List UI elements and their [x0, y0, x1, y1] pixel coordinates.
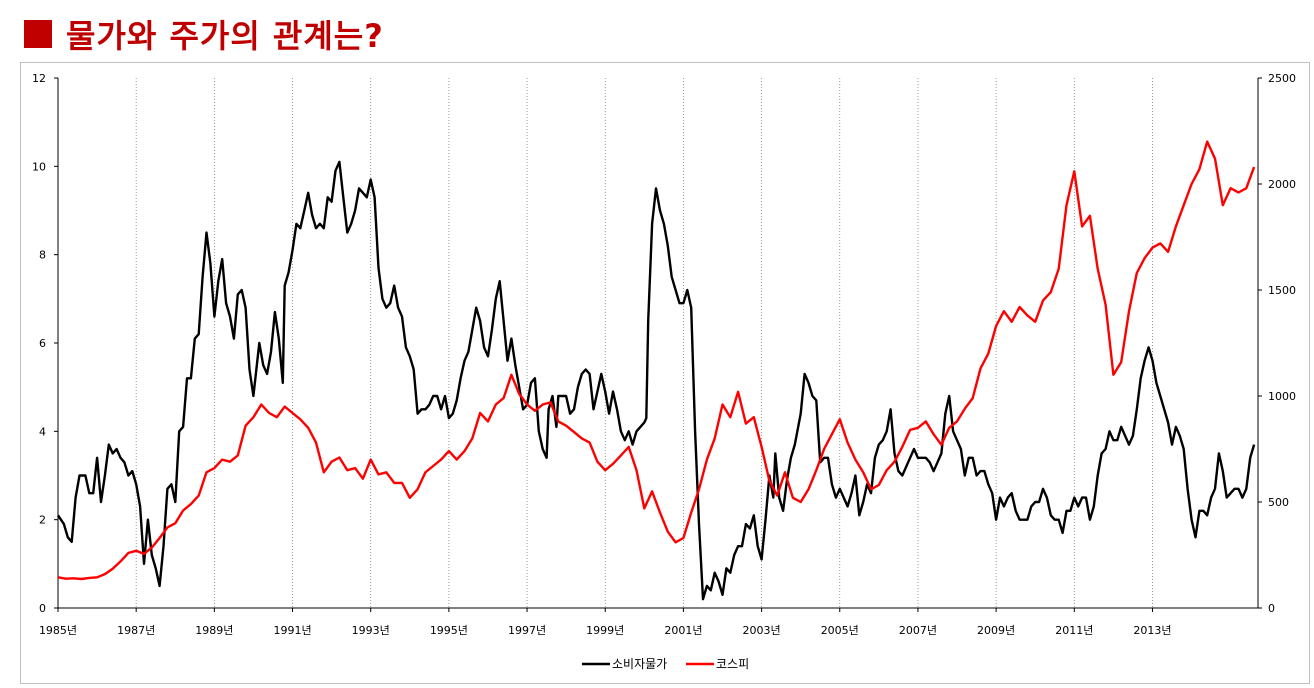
series-line-cpi — [57, 160, 1256, 601]
x-tick-label: 2009년 — [977, 624, 1015, 637]
y-right-tick-label: 1000 — [1268, 390, 1296, 403]
y-right-tick-label: 2000 — [1268, 178, 1296, 191]
chart-frame — [20, 62, 1310, 684]
legend-label: 소비자물가 — [612, 657, 667, 671]
title-block: 물가와 주가의 관계는? — [24, 14, 384, 55]
page-title: 물가와 주가의 관계는? — [66, 17, 384, 55]
x-tick-label: 2011년 — [1055, 624, 1093, 637]
x-tick-label: 1991년 — [273, 624, 311, 637]
legend-label: 코스피 — [716, 657, 749, 671]
y-left-tick-label: 0 — [39, 602, 46, 615]
x-tick-label: 1987년 — [117, 624, 155, 637]
x-tick-label: 1989년 — [195, 624, 233, 637]
x-tick-label: 1985년 — [39, 624, 77, 637]
x-tick-label: 1997년 — [508, 624, 546, 637]
x-tick-label: 2007년 — [899, 624, 937, 637]
x-tick-label: 1995년 — [430, 624, 468, 637]
y-left-tick-label: 6 — [39, 337, 46, 350]
series-line-kospi — [57, 140, 1256, 581]
y-left-tick-label: 12 — [32, 72, 46, 85]
y-right-tick-label: 500 — [1268, 496, 1289, 509]
x-tick-label: 1993년 — [352, 624, 390, 637]
y-right-tick-label: 2500 — [1268, 72, 1296, 85]
title-square-icon — [24, 20, 52, 48]
y-right-tick-label: 1500 — [1268, 284, 1296, 297]
y-left-tick-label: 10 — [32, 160, 46, 173]
y-right-tick-label: 0 — [1268, 602, 1275, 615]
x-tick-label: 2005년 — [821, 624, 859, 637]
x-tick-label: 2003년 — [743, 624, 781, 637]
y-left-tick-label: 4 — [39, 425, 46, 438]
y-left-tick-label: 2 — [39, 514, 46, 527]
x-tick-label: 1999년 — [586, 624, 624, 637]
x-tick-label: 2013년 — [1133, 624, 1171, 637]
y-left-tick-label: 8 — [39, 249, 46, 262]
x-tick-label: 2001년 — [664, 624, 702, 637]
